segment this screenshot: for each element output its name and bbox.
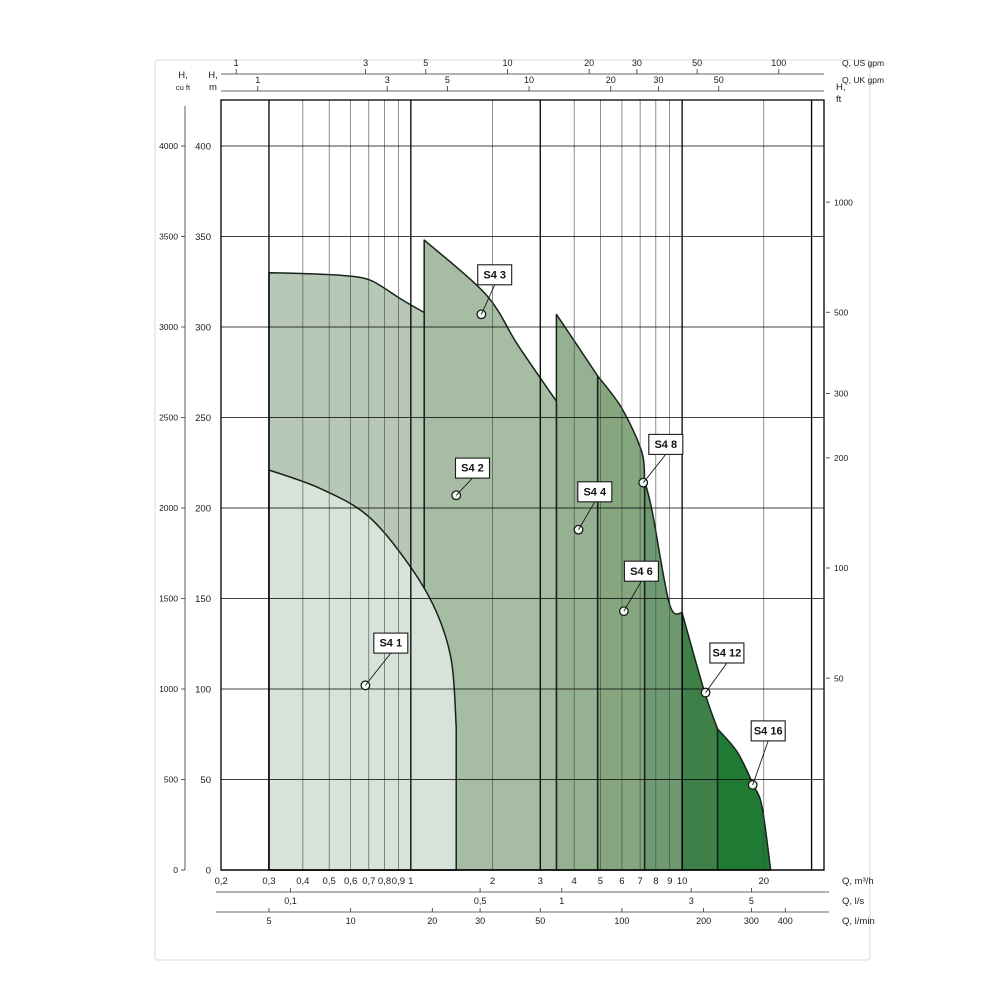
svg-text:H,: H, [208,70,218,81]
svg-text:S4 16: S4 16 [754,726,783,738]
svg-text:300: 300 [744,916,759,926]
svg-text:0,1: 0,1 [284,896,297,906]
svg-text:0,2: 0,2 [215,876,228,887]
svg-text:H,: H, [178,70,188,81]
svg-text:3: 3 [385,75,390,85]
svg-text:2: 2 [490,876,495,887]
svg-text:Q, UK gpm: Q, UK gpm [842,75,884,85]
svg-text:20: 20 [606,75,616,85]
svg-text:0,9: 0,9 [392,876,405,887]
svg-text:2000: 2000 [159,503,178,513]
svg-text:100: 100 [614,916,629,926]
svg-text:10: 10 [346,916,356,926]
svg-text:3000: 3000 [159,322,178,332]
svg-text:20: 20 [759,876,770,887]
svg-text:Q, US gpm: Q, US gpm [842,58,884,68]
svg-text:300: 300 [834,389,848,399]
svg-text:S4 3: S4 3 [483,269,506,281]
svg-text:0,5: 0,5 [474,896,487,906]
svg-text:cu ft: cu ft [176,83,191,92]
svg-text:5: 5 [749,896,754,906]
svg-text:200: 200 [834,453,848,463]
svg-text:4000: 4000 [159,141,178,151]
svg-text:300: 300 [195,323,211,334]
svg-text:0,4: 0,4 [296,876,309,887]
svg-text:200: 200 [696,916,711,926]
svg-text:S4 1: S4 1 [379,638,402,650]
svg-text:3500: 3500 [159,232,178,242]
svg-text:200: 200 [195,504,211,515]
svg-text:1500: 1500 [159,594,178,604]
svg-text:250: 250 [195,413,211,424]
svg-text:1000: 1000 [159,684,178,694]
svg-text:3: 3 [538,876,543,887]
svg-text:3: 3 [363,58,368,68]
svg-text:150: 150 [195,594,211,605]
svg-text:4: 4 [572,876,577,887]
svg-text:1: 1 [234,58,239,68]
svg-text:5: 5 [598,876,603,887]
svg-text:Q, l/min: Q, l/min [842,916,875,927]
svg-text:S4 8: S4 8 [654,439,677,451]
svg-text:5: 5 [445,75,450,85]
svg-text:10: 10 [502,58,512,68]
svg-text:0,7: 0,7 [362,876,375,887]
svg-text:500: 500 [834,307,848,317]
svg-text:ft: ft [836,94,842,105]
svg-text:S4 12: S4 12 [713,648,742,660]
svg-text:30: 30 [654,75,664,85]
svg-text:1: 1 [559,896,564,906]
svg-text:8: 8 [653,876,658,887]
svg-text:400: 400 [195,142,211,153]
svg-text:0: 0 [173,865,178,875]
svg-text:20: 20 [427,916,437,926]
svg-text:S4 6: S4 6 [630,566,653,578]
svg-text:50: 50 [535,916,545,926]
svg-text:100: 100 [771,58,786,68]
svg-text:6: 6 [619,876,624,887]
svg-text:5: 5 [266,916,271,926]
svg-text:Q, l/s: Q, l/s [842,896,864,907]
svg-text:1000: 1000 [834,197,853,207]
svg-text:2500: 2500 [159,413,178,423]
svg-text:400: 400 [778,916,793,926]
svg-text:0,6: 0,6 [344,876,357,887]
svg-text:30: 30 [475,916,485,926]
svg-text:0,8: 0,8 [378,876,391,887]
svg-text:50: 50 [714,75,724,85]
svg-text:1: 1 [408,876,413,887]
svg-text:m: m [209,82,217,93]
svg-text:30: 30 [632,58,642,68]
svg-text:0: 0 [206,866,211,877]
svg-text:0,5: 0,5 [323,876,336,887]
svg-text:20: 20 [584,58,594,68]
svg-text:100: 100 [834,563,848,573]
svg-text:7: 7 [637,876,642,887]
svg-text:0,3: 0,3 [262,876,275,887]
svg-text:1: 1 [255,75,260,85]
svg-text:3: 3 [689,896,694,906]
svg-text:S4 2: S4 2 [461,463,484,475]
svg-text:Q, m³/h: Q, m³/h [842,876,874,887]
svg-text:9: 9 [667,876,672,887]
svg-text:50: 50 [834,673,844,683]
svg-text:10: 10 [524,75,534,85]
svg-text:10: 10 [677,876,688,887]
svg-text:S4 4: S4 4 [583,486,607,498]
svg-text:50: 50 [692,58,702,68]
svg-text:500: 500 [164,775,178,785]
svg-text:50: 50 [200,775,211,786]
svg-text:100: 100 [195,685,211,696]
svg-text:350: 350 [195,232,211,243]
svg-text:5: 5 [423,58,428,68]
